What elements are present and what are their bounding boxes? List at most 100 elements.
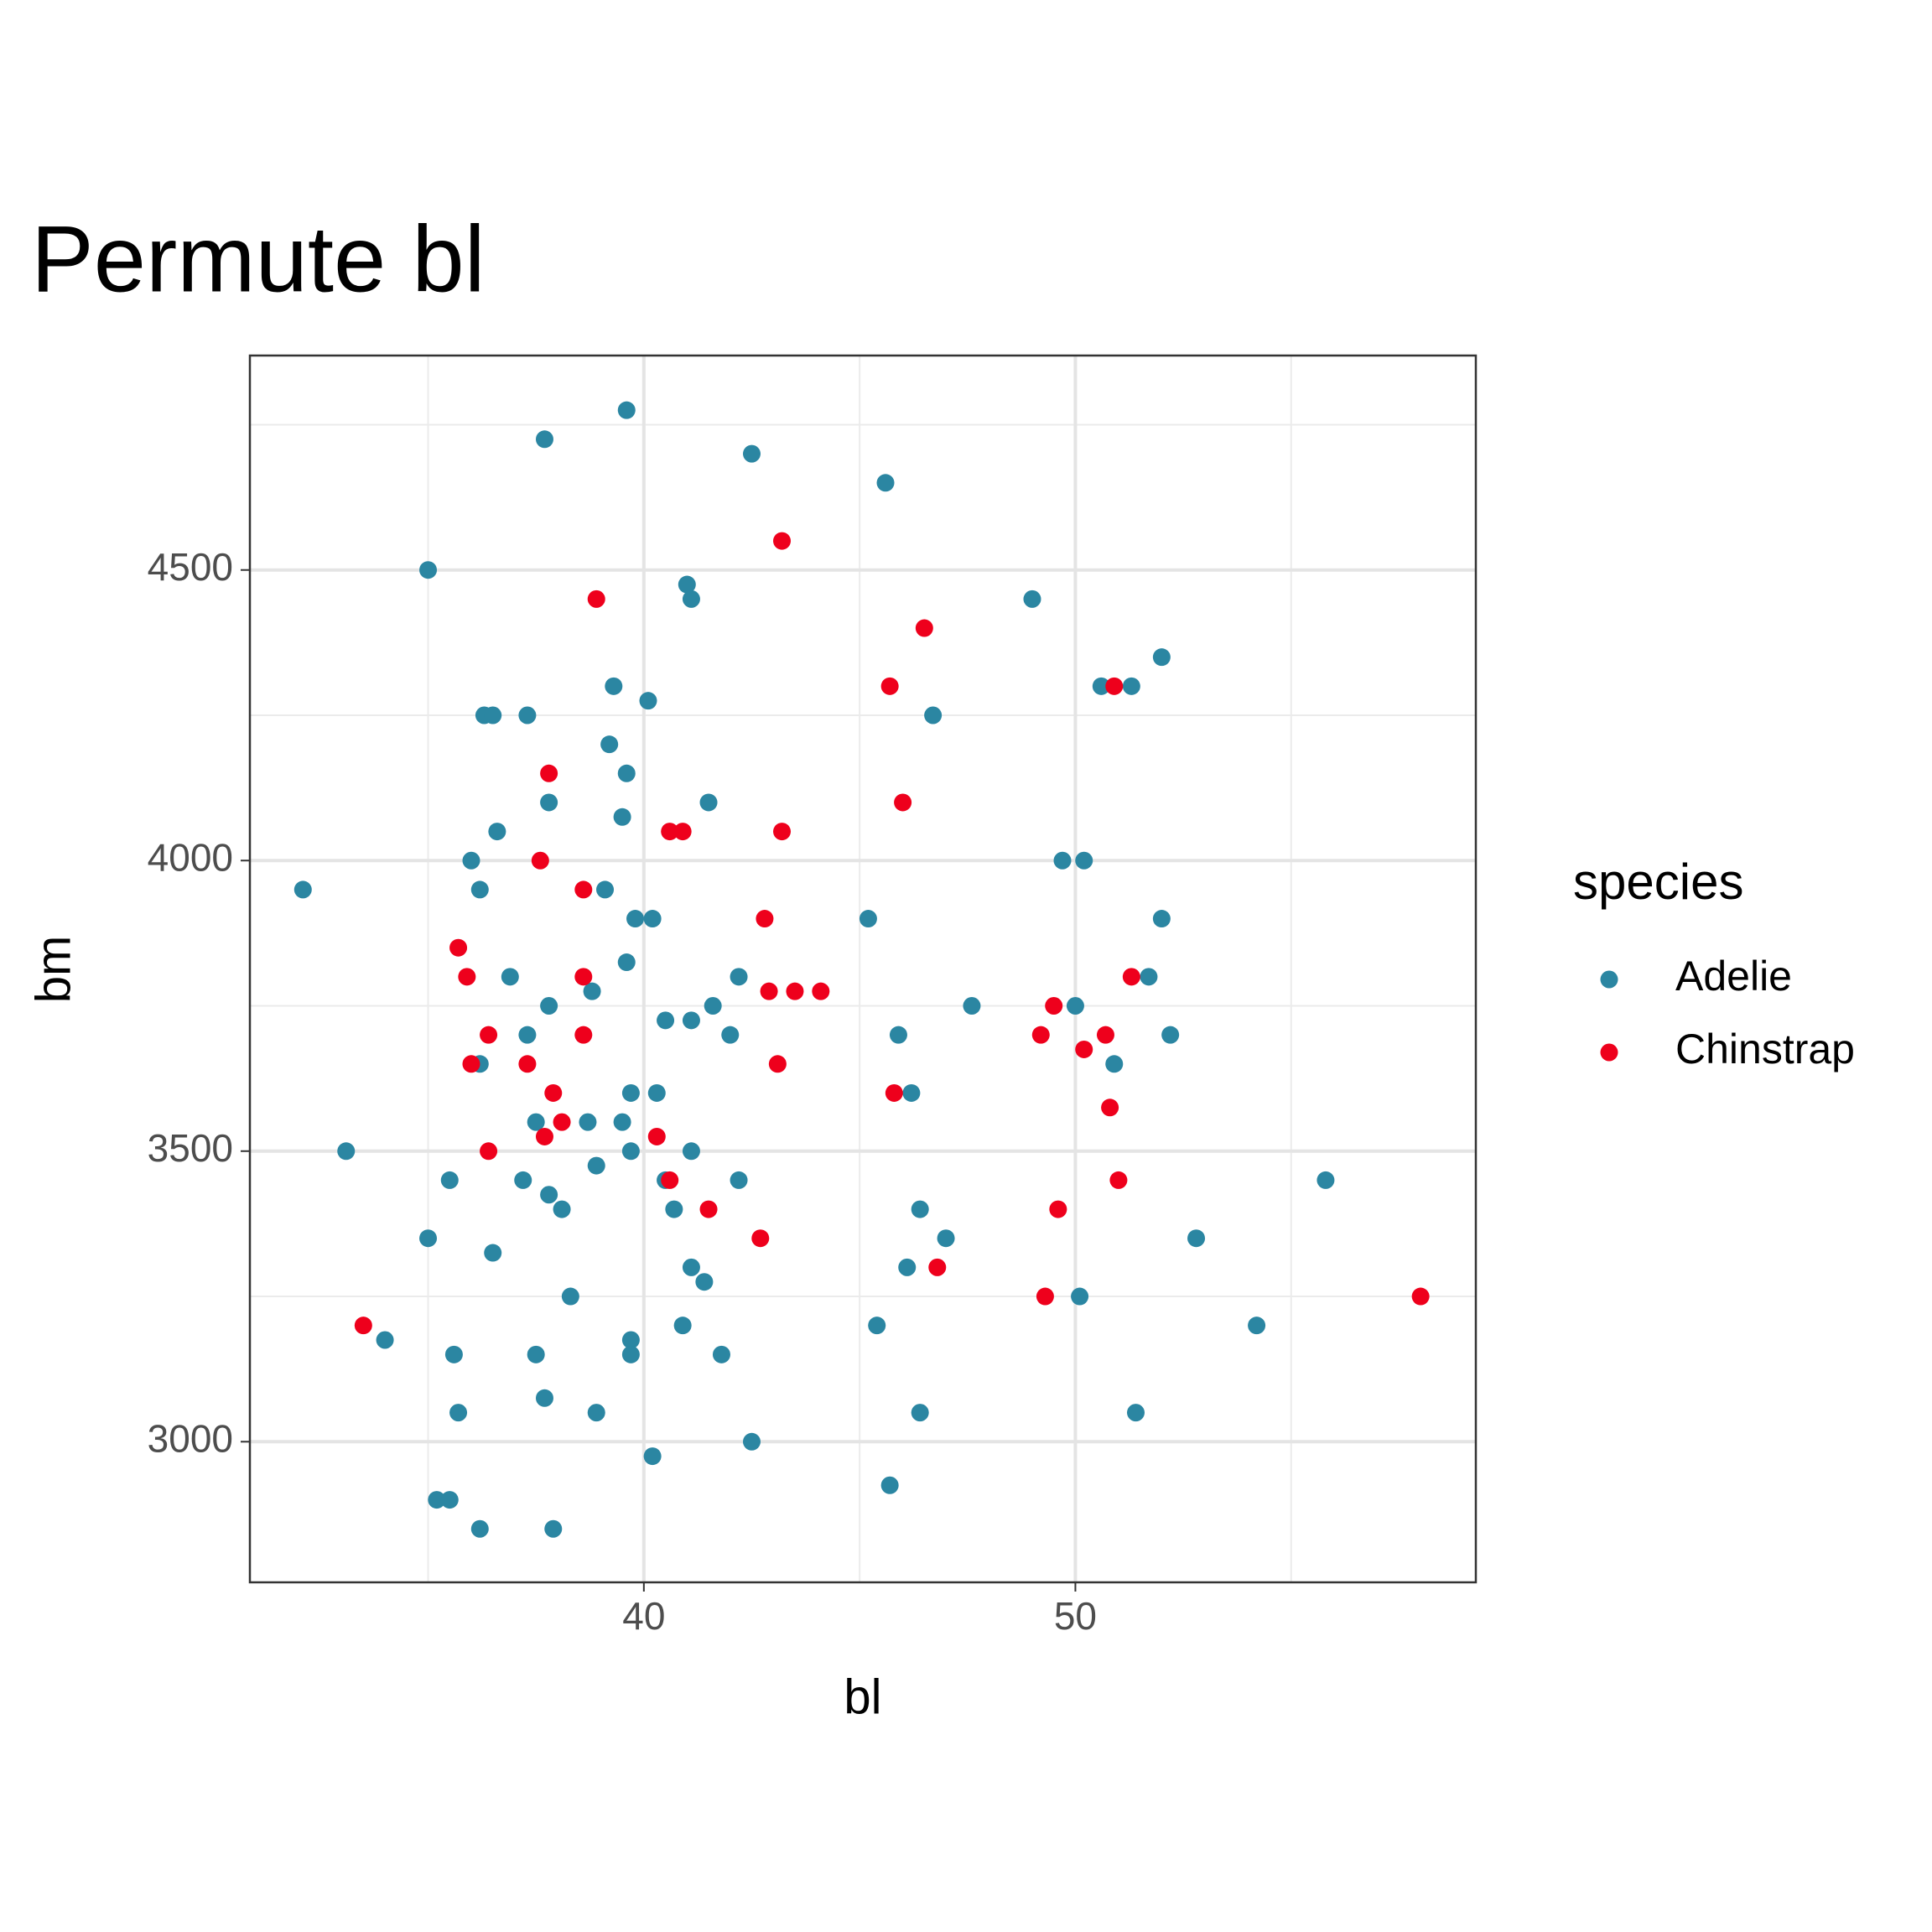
point	[1071, 1287, 1089, 1306]
point	[915, 619, 933, 637]
point	[1122, 677, 1140, 695]
point	[859, 910, 877, 928]
legend-key	[1600, 1043, 1618, 1062]
point	[657, 1011, 675, 1030]
point	[1096, 1026, 1114, 1044]
point	[812, 982, 830, 1000]
point	[535, 1389, 553, 1407]
point	[1187, 1229, 1206, 1248]
point	[354, 1317, 372, 1335]
point	[911, 1200, 929, 1218]
point	[553, 1200, 571, 1218]
y-tick-label: 3500	[148, 1126, 233, 1170]
point	[1075, 1040, 1093, 1058]
legend-label: Adelie	[1675, 953, 1792, 1000]
point	[540, 764, 558, 782]
point	[673, 823, 692, 841]
point	[540, 1186, 558, 1204]
point	[1092, 677, 1110, 695]
point	[889, 1026, 907, 1044]
point	[617, 401, 636, 419]
y-tick-label: 4000	[148, 835, 233, 879]
point	[682, 1142, 700, 1161]
point	[721, 1026, 740, 1044]
point	[449, 938, 468, 957]
point	[885, 1083, 903, 1102]
point	[527, 1345, 545, 1363]
point	[583, 982, 601, 1000]
point	[643, 1447, 662, 1466]
point	[419, 1229, 438, 1248]
point	[587, 589, 605, 608]
point	[730, 968, 748, 986]
point	[553, 1113, 571, 1131]
point	[928, 1258, 947, 1276]
point	[293, 880, 312, 899]
legend-title: species	[1573, 854, 1743, 910]
point	[712, 1345, 730, 1363]
point	[484, 1244, 502, 1262]
point	[449, 1404, 468, 1422]
point	[742, 1432, 761, 1451]
point	[730, 1171, 748, 1189]
point	[1140, 968, 1158, 986]
point	[587, 1404, 605, 1422]
point	[773, 823, 792, 841]
point	[661, 823, 679, 841]
point	[419, 561, 438, 579]
point	[462, 1055, 480, 1073]
point	[665, 1200, 683, 1218]
y-tick-label: 3000	[148, 1416, 233, 1460]
point	[1101, 1098, 1119, 1117]
point	[1122, 968, 1140, 986]
point	[760, 982, 778, 1000]
point	[1109, 1171, 1128, 1189]
point	[1152, 648, 1171, 667]
point	[1411, 1287, 1430, 1306]
point	[786, 982, 804, 1000]
point	[1066, 997, 1084, 1015]
point	[617, 953, 636, 972]
point	[1105, 1055, 1124, 1073]
point	[484, 706, 502, 724]
point	[600, 735, 619, 754]
point	[963, 997, 981, 1015]
point	[518, 1026, 537, 1044]
point	[773, 532, 792, 550]
point	[621, 1142, 640, 1161]
x-axis-title: bl	[844, 1670, 881, 1724]
point	[1036, 1287, 1054, 1306]
point	[751, 1229, 770, 1248]
point	[527, 1113, 545, 1131]
point	[902, 1083, 921, 1102]
point	[613, 1113, 631, 1131]
point	[574, 1026, 593, 1044]
point	[440, 1171, 459, 1189]
point	[673, 1317, 692, 1335]
legend-label: Chinstrap	[1675, 1026, 1855, 1072]
point	[639, 692, 657, 710]
point	[643, 910, 662, 928]
point	[574, 880, 593, 899]
point	[428, 1491, 446, 1509]
point	[1045, 997, 1063, 1015]
point	[514, 1171, 532, 1189]
point	[661, 1171, 679, 1189]
point	[937, 1229, 955, 1248]
point	[470, 880, 489, 899]
y-axis-title: bm	[26, 936, 80, 1004]
point	[682, 589, 700, 608]
x-tick-label: 50	[1054, 1594, 1097, 1638]
point	[876, 474, 895, 492]
point	[535, 430, 553, 449]
point	[488, 823, 506, 841]
point	[742, 444, 761, 463]
point	[613, 808, 631, 826]
point	[480, 1026, 498, 1044]
point	[1105, 677, 1124, 695]
point	[540, 997, 558, 1015]
point	[462, 851, 480, 870]
point	[501, 968, 519, 986]
point	[1161, 1026, 1180, 1044]
